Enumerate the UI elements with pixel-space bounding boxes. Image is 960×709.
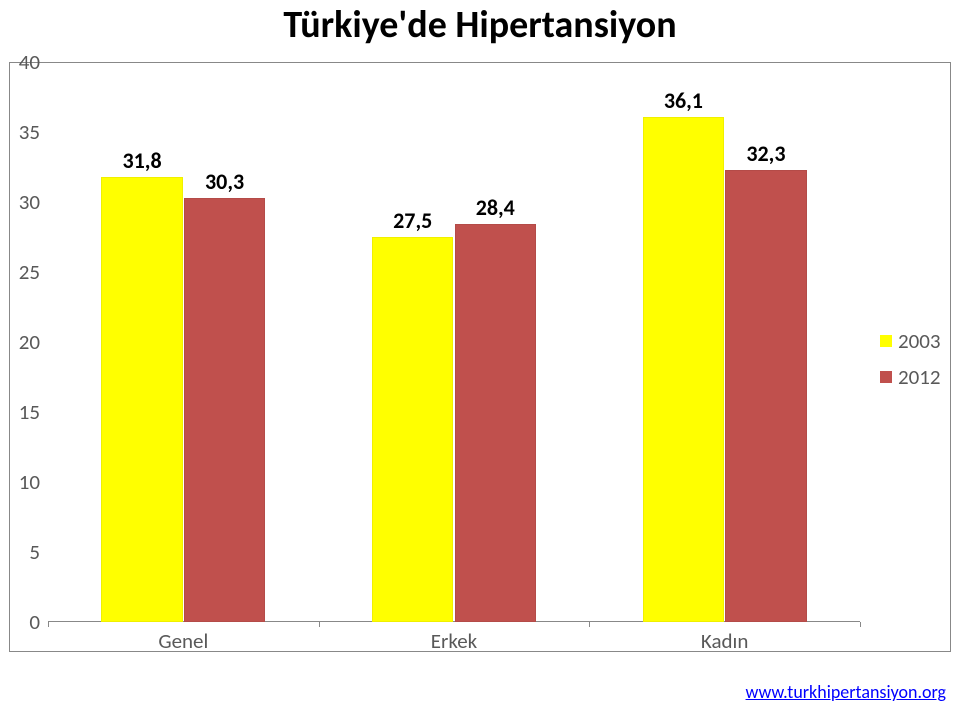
y-tick-label: 10 [8,469,48,495]
x-tick [48,622,49,627]
bar: 36,1 [643,117,724,622]
y-tick-label: 0 [8,609,48,635]
x-axis-label: Genel [158,622,208,654]
bar-value-label: 30,3 [205,168,244,199]
bar-value-label: 28,4 [476,194,515,225]
y-tick-label: 35 [8,119,48,145]
bar-value-label: 31,8 [122,147,161,178]
legend-label: 2003 [898,328,941,354]
bar-value-label: 27,5 [393,207,432,238]
bar: 27,5 [372,237,453,622]
bar: 32,3 [725,170,806,622]
bar: 30,3 [184,198,265,622]
chart-title: Türkiye'de Hipertansiyon [0,2,960,48]
legend-marker [880,371,892,383]
x-axis-label: Erkek [431,622,477,654]
plot-area: 0510152025303540Genel31,830,3Erkek27,528… [48,62,860,622]
y-gridline [48,131,860,132]
x-tick [860,622,861,627]
y-tick-label: 5 [8,539,48,565]
y-tick-label: 30 [8,189,48,215]
y-tick-label: 25 [8,259,48,285]
bar-value-label: 36,1 [664,87,703,118]
y-tick-label: 20 [8,329,48,355]
x-tick [589,622,590,627]
bar: 28,4 [455,224,536,622]
legend-marker [880,335,892,347]
legend: 2003 2012 [880,328,941,400]
legend-item: 2003 [880,328,941,354]
legend-item: 2012 [880,364,941,390]
legend-label: 2012 [898,364,941,390]
x-axis-label: Kadın [701,622,749,654]
y-tick-label: 40 [8,49,48,75]
bar-value-label: 32,3 [746,140,785,171]
x-tick [319,622,320,627]
bar: 31,8 [101,177,182,622]
y-gridline [48,61,860,62]
source-link[interactable]: www.turkhipertansiyon.org [746,681,946,703]
y-tick-label: 15 [8,399,48,425]
